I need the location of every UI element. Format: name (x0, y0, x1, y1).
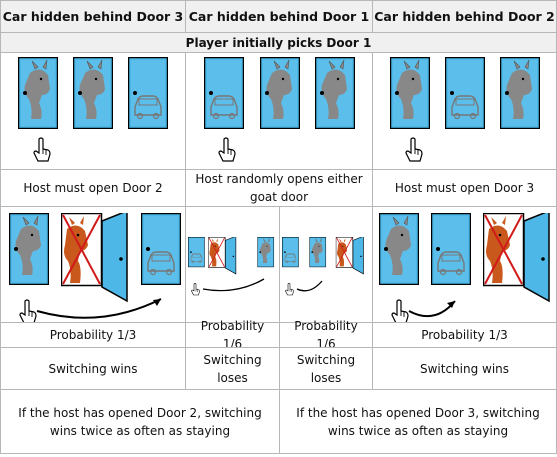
switch-arrow (202, 278, 265, 292)
pointing-hand-icon (20, 300, 36, 322)
pointing-hand-icon (192, 284, 200, 296)
pointing-hand-icon (392, 300, 408, 322)
header-car-door-3: Car hidden behind Door 3 (0, 0, 186, 33)
header-car-door-1: Car hidden behind Door 1 (185, 0, 373, 33)
conclusion-door-2-opened: If the host has opened Door 2, switching… (0, 389, 280, 454)
door-1-goat (10, 214, 49, 285)
door-1-car (205, 58, 244, 129)
door-1-goat (391, 58, 430, 129)
pointing-hand-icon (286, 284, 294, 296)
opened-doors-case-2a (185, 206, 280, 323)
door-3-goat (501, 58, 540, 129)
host-action-2: Host randomly opens either goat door (185, 169, 373, 207)
door-1-car (188, 237, 204, 267)
switch-arrow (296, 280, 323, 292)
initial-doors-car-3 (0, 52, 186, 170)
initial-doors-car-1 (185, 52, 373, 170)
host-action-3: Host must open Door 3 (372, 169, 557, 207)
door-2-goat (261, 58, 300, 129)
outcome-case-2b: Switching loses (279, 347, 373, 390)
probability-case-3: Probability 1/3 (372, 322, 557, 348)
header-car-door-2: Car hidden behind Door 2 (372, 0, 557, 33)
probability-case-1: Probability 1/3 (0, 322, 186, 348)
pointing-hand-icon (34, 138, 50, 161)
opened-doors-case-2b (279, 206, 373, 323)
host-action-1: Host must open Door 2 (0, 169, 186, 207)
door-1-car (282, 237, 298, 267)
pointing-hand-icon (406, 138, 422, 161)
switch-arrow (36, 298, 162, 319)
door-2-car (446, 58, 485, 129)
outcome-case-2a: Switching loses (185, 347, 280, 390)
initial-doors-car-2 (372, 52, 557, 170)
door-3-car (142, 214, 181, 285)
outcome-case-1: Switching wins (0, 347, 186, 390)
door-3-goat (316, 58, 355, 129)
probability-case-2a: Probability 1/6 (185, 319, 280, 351)
door-3-car (129, 58, 168, 129)
outcome-case-3: Switching wins (372, 347, 557, 390)
conclusion-door-3-opened: If the host has opened Door 3, switching… (279, 389, 557, 454)
door-2-revealed-goat (208, 236, 236, 274)
opened-doors-case-1 (0, 206, 186, 323)
door-1-goat (380, 214, 419, 285)
door-3-revealed-goat (336, 236, 364, 274)
player-pick-row: Player initially picks Door 1 (0, 32, 557, 53)
pointing-hand-icon (219, 138, 235, 161)
door-1-goat (19, 58, 58, 129)
door-2-goat (310, 237, 326, 267)
door-2-revealed-goat (62, 211, 128, 301)
door-2-goat (74, 58, 113, 129)
door-3-revealed-goat (484, 211, 550, 301)
door-2-car (432, 214, 471, 285)
probability-case-2b: Probability 1/6 (279, 319, 373, 351)
opened-doors-case-3 (372, 206, 557, 323)
door-3-goat (258, 237, 274, 267)
